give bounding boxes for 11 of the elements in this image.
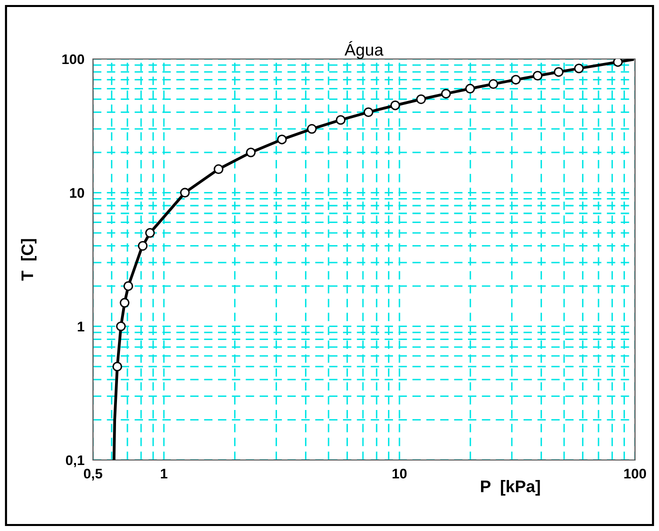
y-tick-label: 0,1 [66,455,84,468]
x-axis-title: P [kPa] [481,480,540,496]
y-axis-title: T [C] [20,239,36,281]
x-tick-label: 1 [160,468,168,478]
chart-title: Água [344,41,384,59]
x-tick-label: 10 [392,468,407,479]
y-tick-label: 1 [78,322,84,332]
x-tick-label: 100 [624,468,646,479]
y-tick-label: 100 [62,54,84,64]
x-tick-label: 0,5 [84,468,102,481]
y-tick-label: 10 [70,188,84,198]
